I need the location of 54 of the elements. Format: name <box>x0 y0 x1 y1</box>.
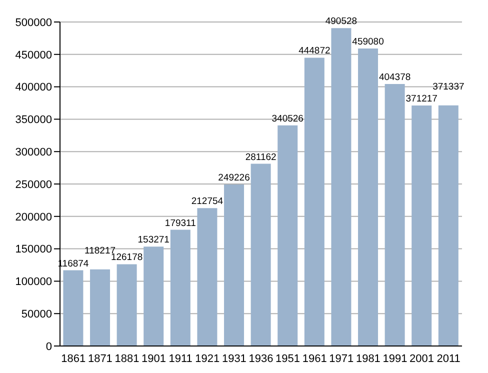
bar <box>331 28 352 346</box>
x-tick-label: 1901 <box>142 352 166 365</box>
x-tick-label: 1981 <box>356 352 380 365</box>
x-tick-label: 1961 <box>302 352 327 365</box>
data-label: 444872 <box>298 46 330 57</box>
bar <box>250 164 271 346</box>
bar <box>63 270 84 346</box>
y-tick-label: 250000 <box>15 178 52 191</box>
x-tick-label: 1861 <box>61 352 86 365</box>
x-tick-label: 1881 <box>114 352 140 365</box>
bar <box>116 264 137 346</box>
data-label: 281162 <box>245 152 276 163</box>
bar <box>304 58 324 346</box>
bar <box>144 246 164 346</box>
y-tick-label: 150000 <box>15 244 52 256</box>
x-tick-label: 1871 <box>88 352 112 365</box>
x-tick-label: 1971 <box>329 352 354 365</box>
x-tick-label: 1931 <box>222 352 246 365</box>
x-tick-label: 1991 <box>382 352 408 365</box>
y-tick-label: 350000 <box>15 114 52 126</box>
data-label: 459080 <box>352 36 384 48</box>
y-tick-label: 200000 <box>15 211 52 224</box>
data-label: 371337 <box>432 81 464 92</box>
data-label: 179311 <box>164 218 196 229</box>
x-tick-label: 1911 <box>168 352 192 365</box>
x-tick-label: 2011 <box>436 352 460 365</box>
bar <box>197 208 218 346</box>
bar <box>170 230 190 346</box>
data-label: 404378 <box>378 72 411 83</box>
bar <box>412 105 432 346</box>
y-tick-label: 500000 <box>15 16 52 29</box>
bar <box>358 48 378 346</box>
y-tick-label: 0 <box>46 340 52 353</box>
data-label: 126178 <box>110 252 143 264</box>
y-tick-label: 400000 <box>15 82 52 94</box>
bar <box>384 84 405 346</box>
x-tick-label: 2001 <box>410 352 434 365</box>
y-tick-label: 100000 <box>15 276 52 288</box>
data-label: 340526 <box>272 113 304 124</box>
data-label: 249226 <box>218 172 250 184</box>
y-tick-label: 300000 <box>15 146 52 159</box>
data-label: 490528 <box>325 16 358 28</box>
y-tick-label: 450000 <box>15 49 52 62</box>
bar <box>90 269 110 346</box>
x-tick-label: 1921 <box>195 352 220 365</box>
data-label: 153271 <box>138 234 170 246</box>
bar <box>278 125 298 346</box>
bar <box>224 184 244 346</box>
bar <box>438 105 458 346</box>
y-tick-label: 50000 <box>21 308 52 321</box>
x-tick-label: 1951 <box>276 352 300 365</box>
x-tick-label: 1936 <box>248 352 274 365</box>
data-label: 212754 <box>191 196 224 208</box>
data-label: 371217 <box>406 93 438 104</box>
